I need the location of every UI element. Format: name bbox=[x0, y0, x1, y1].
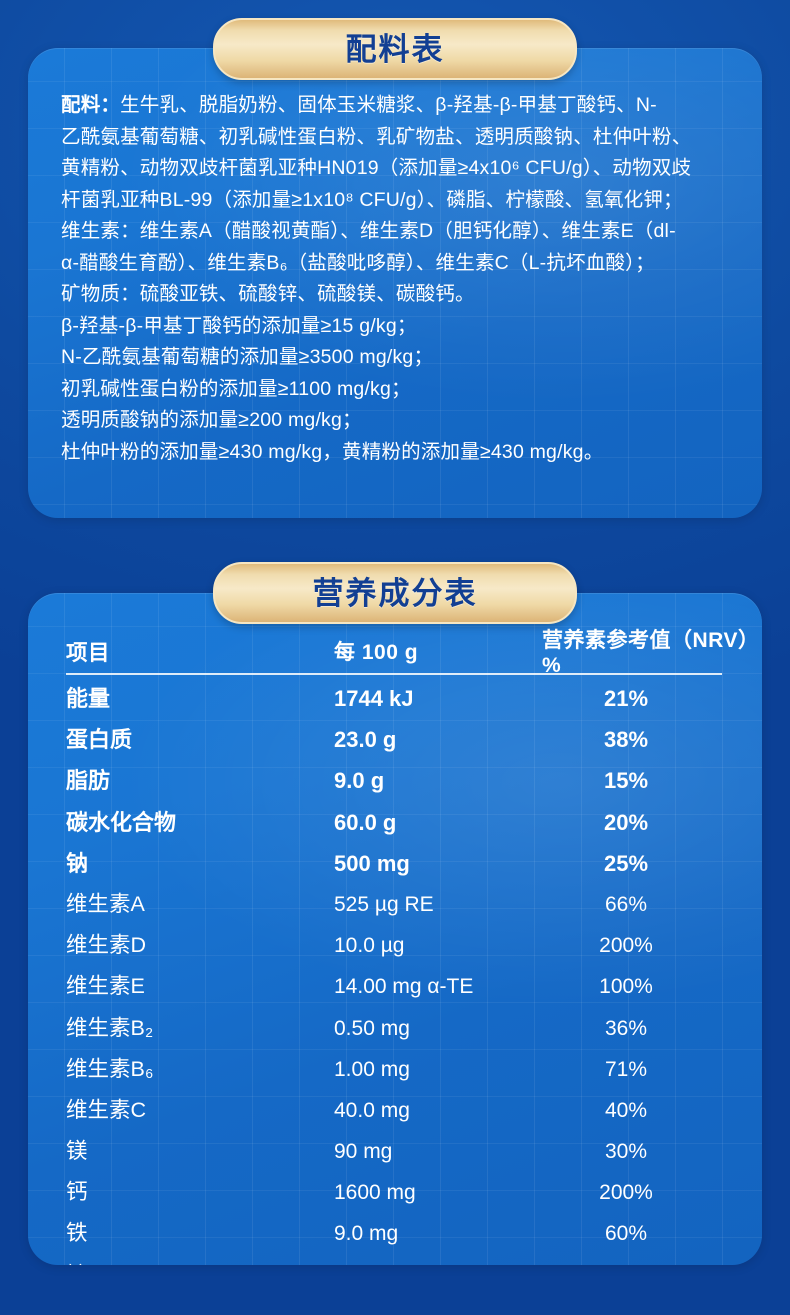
nutrient-amount: 0.50 mg bbox=[334, 1016, 410, 1040]
nutrient-name: 锌 bbox=[66, 1258, 324, 1265]
nutrient-nrv-percent: 100% bbox=[599, 975, 653, 999]
nutrient-amount: 1600 mg bbox=[334, 1181, 416, 1205]
nutrition-table-row: 钙 1600 mg 200% bbox=[66, 1175, 736, 1216]
nutrient-nrv-percent: 60% bbox=[604, 1222, 648, 1246]
nutrition-table-row: 镁 90 mg 30% bbox=[66, 1134, 736, 1175]
nutrition-table-row: 维生素D 10.0 µg 200% bbox=[66, 928, 736, 969]
ingredient-line: N-乙酰氨基葡萄糖的添加量≥3500 mg/kg； bbox=[61, 346, 434, 368]
nutrient-amount: 90 mg bbox=[334, 1140, 393, 1164]
nutrient-name: 维生素E bbox=[66, 974, 145, 999]
nutrient-amount: 23.0 g bbox=[334, 727, 397, 753]
nutrient-nrv-percent: 25% bbox=[603, 850, 649, 876]
ingredient-line: 黄精粉、动物双歧杆菌乳亚种HN019（添加量≥4x10⁶ CFU/g）、动物双歧 bbox=[61, 157, 692, 179]
nutrient-amount: 1.00 mg bbox=[334, 1057, 410, 1081]
nutrition-row-list: 能量 1744 kJ 21% 蛋白质 23.0 g 38% 脂肪 9.0 g 15% 碳水化合物 6… bbox=[66, 681, 736, 1265]
ingredient-line: 透明质酸钠的添加量≥200 mg/kg； bbox=[61, 409, 362, 431]
ingredient-line: 矿物质：硫酸亚铁、硫酸锌、硫酸镁、碳酸钙。 bbox=[61, 283, 475, 305]
nutrient-nrv-percent: 200% bbox=[599, 1181, 653, 1205]
ingredient-line: α-醋酸生育酚）、维生素B₆（盐酸吡哆醇）、维生素C（L-抗坏血酸）； bbox=[61, 251, 655, 274]
nutrient-name: 维生素B₂ bbox=[66, 1015, 154, 1040]
nutrient-amount: 9.0 mg bbox=[334, 1222, 399, 1246]
nutrient-nrv-percent: 30% bbox=[604, 1140, 648, 1164]
column-header-item: 项目 bbox=[66, 640, 111, 665]
nutrition-table-row: 维生素B₆ 1.00 mg 71% bbox=[66, 1052, 736, 1093]
nutrient-nrv-percent: 71% bbox=[604, 1057, 648, 1081]
nutrition-table-row: 碳水化合物 60.0 g 20% bbox=[66, 805, 736, 846]
nutrient-amount: 525 µg RE bbox=[334, 892, 434, 916]
nutrition-table-row: 维生素B₂ 0.50 mg 36% bbox=[66, 1011, 736, 1052]
nutrient-amount: 14.00 mg α-TE bbox=[334, 975, 474, 999]
ingredient-line: 配料：生牛乳、脱脂奶粉、固体玉米糖浆、β-羟基-β-甲基丁酸钙、N- bbox=[61, 94, 657, 116]
nutrient-name: 镁 bbox=[66, 1139, 88, 1164]
ingredient-line: 杜仲叶粉的添加量≥430 mg/kg，黄精粉的添加量≥430 mg/kg。 bbox=[61, 440, 604, 463]
nutrient-amount: 6.50 mg bbox=[324, 1264, 542, 1265]
nutrient-name: 钠 bbox=[66, 850, 89, 876]
nutrient-name: 能量 bbox=[66, 686, 111, 711]
nutrient-nrv-percent: 36% bbox=[604, 1016, 648, 1040]
nutrition-table-header-row: 项目 每 100 g 营养素参考值（NRV）% bbox=[66, 629, 759, 677]
nutrient-name: 蛋白质 bbox=[66, 727, 133, 753]
ingredient-line: 初乳碱性蛋白粉的添加量≥1100 mg/kg； bbox=[61, 377, 411, 400]
nutrient-nrv-percent: 43% bbox=[542, 1264, 710, 1265]
nutrition-table-row: 锌6.50 mg43% bbox=[66, 1258, 736, 1265]
nutrition-table-row: 维生素C 40.0 mg 40% bbox=[66, 1093, 736, 1134]
nutrient-name: 脂肪 bbox=[66, 768, 111, 794]
column-header-nrv: 营养素参考值（NRV）% bbox=[542, 629, 760, 677]
nutrition-table-row: 蛋白质 23.0 g 38% bbox=[66, 722, 736, 763]
nutrient-nrv-percent: 20% bbox=[603, 809, 649, 835]
nutrition-table-row: 维生素A 525 µg RE 66% bbox=[66, 887, 736, 928]
nutrient-name: 维生素B₆ bbox=[66, 1056, 154, 1081]
nutrient-amount: 500 mg bbox=[334, 850, 410, 876]
nutrient-nrv-percent: 40% bbox=[604, 1098, 648, 1122]
nutrient-name: 铁 bbox=[66, 1221, 88, 1246]
nutrient-name: 钙 bbox=[66, 1180, 88, 1205]
nutrition-table-row: 维生素E 14.00 mg α-TE 100% bbox=[66, 969, 736, 1010]
ingredients-panel: 配料：生牛乳、脱脂奶粉、固体玉米糖浆、β-羟基-β-甲基丁酸钙、N- 乙酰氨基葡萄… bbox=[28, 48, 762, 518]
nutrition-banner-title: 营养成分表 bbox=[312, 575, 478, 611]
header-divider bbox=[66, 673, 722, 675]
ingredients-banner: 配料表 bbox=[213, 18, 577, 80]
nutrient-amount: 9.0 g bbox=[334, 768, 385, 794]
nutrient-nrv-percent: 38% bbox=[603, 727, 649, 753]
ingredient-line: β-羟基-β-甲基丁酸钙的添加量≥15 g/kg； bbox=[61, 314, 417, 337]
nutrition-table-row: 铁 9.0 mg 60% bbox=[66, 1216, 736, 1257]
nutrient-nrv-percent: 15% bbox=[603, 768, 649, 794]
ingredients-banner-title: 配料表 bbox=[345, 31, 445, 67]
ingredient-line: 杆菌乳亚种BL-99（添加量≥1x10⁸ CFU/g）、磷脂、柠檬酸、氢氧化钾； bbox=[61, 188, 683, 211]
column-header-per-100g: 每 100 g bbox=[334, 641, 419, 664]
nutrition-banner: 营养成分表 bbox=[213, 562, 577, 624]
nutrient-nrv-percent: 66% bbox=[604, 892, 648, 916]
nutrient-name: 维生素C bbox=[66, 1097, 147, 1122]
nutrition-panel: 项目 每 100 g 营养素参考值（NRV）% 能量 1744 kJ 21% 蛋白质 2… bbox=[28, 593, 762, 1265]
nutrient-amount: 40.0 mg bbox=[334, 1098, 410, 1122]
nutrient-amount: 60.0 g bbox=[334, 809, 397, 835]
nutrient-amount: 10.0 µg bbox=[334, 934, 405, 958]
nutrient-nrv-percent: 200% bbox=[599, 934, 653, 958]
nutrient-name: 维生素D bbox=[66, 933, 147, 958]
nutrition-facts-table: 项目 每 100 g 营养素参考值（NRV）% 能量 1744 kJ 21% 蛋白质 2… bbox=[66, 629, 759, 1265]
nutrition-table-row: 钠 500 mg 25% bbox=[66, 846, 736, 887]
nutrition-table-row: 脂肪 9.0 g 15% bbox=[66, 763, 736, 804]
nutrient-nrv-percent: 21% bbox=[603, 686, 649, 711]
ingredient-line: 乙酰氨基葡萄糖、初乳碱性蛋白粉、乳矿物盐、透明质酸钠、杜仲叶粉、 bbox=[61, 125, 692, 148]
nutrition-table-row: 能量 1744 kJ 21% bbox=[66, 681, 736, 722]
ingredients-text-block: 配料：生牛乳、脱脂奶粉、固体玉米糖浆、β-羟基-β-甲基丁酸钙、N- 乙酰氨基葡萄… bbox=[61, 90, 736, 468]
nutrient-name: 维生素A bbox=[66, 891, 145, 916]
nutrient-name: 碳水化合物 bbox=[66, 809, 177, 835]
nutrient-amount: 1744 kJ bbox=[334, 686, 414, 711]
ingredient-line: 维生素：维生素A（醋酸视黄酯）、维生素D（胆钙化醇）、维生素E（dl- bbox=[61, 220, 676, 242]
